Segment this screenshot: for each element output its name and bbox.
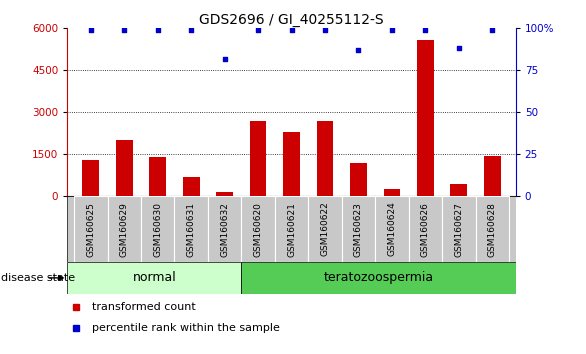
Text: transformed count: transformed count — [92, 302, 196, 312]
Bar — [475, 196, 509, 262]
Bar — [141, 196, 175, 262]
Point — [253, 27, 263, 33]
Point — [287, 27, 297, 33]
Bar — [308, 196, 342, 262]
Text: GSM160632: GSM160632 — [220, 202, 229, 257]
Bar — [83, 160, 99, 196]
Text: GSM160622: GSM160622 — [321, 202, 329, 256]
Bar — [275, 196, 308, 262]
Bar — [375, 196, 408, 262]
Point — [488, 27, 497, 33]
Text: GSM160620: GSM160620 — [254, 202, 263, 257]
Point — [86, 27, 96, 33]
Bar — [283, 132, 300, 196]
Title: GDS2696 / GI_40255112-S: GDS2696 / GI_40255112-S — [199, 13, 384, 27]
Bar — [383, 189, 400, 196]
Text: GSM160627: GSM160627 — [454, 202, 464, 257]
Bar — [67, 262, 241, 294]
Point — [153, 27, 162, 33]
Bar — [342, 196, 375, 262]
Bar — [417, 40, 434, 196]
Text: percentile rank within the sample: percentile rank within the sample — [92, 323, 280, 333]
Bar — [250, 121, 267, 196]
Point — [454, 46, 464, 51]
Point — [421, 27, 430, 33]
Bar — [316, 121, 333, 196]
Text: GSM160630: GSM160630 — [153, 202, 162, 257]
Text: normal: normal — [132, 272, 176, 284]
Text: GSM160623: GSM160623 — [354, 202, 363, 257]
Bar — [74, 196, 108, 262]
Text: GSM160631: GSM160631 — [187, 202, 196, 257]
Bar — [216, 192, 233, 196]
Text: GSM160626: GSM160626 — [421, 202, 430, 257]
Point — [354, 47, 363, 53]
Text: disease state: disease state — [1, 273, 74, 283]
Text: GSM160624: GSM160624 — [387, 202, 396, 256]
Bar — [350, 163, 367, 196]
Text: GSM160628: GSM160628 — [488, 202, 497, 257]
Bar — [183, 177, 200, 196]
Bar — [241, 262, 516, 294]
Bar — [241, 196, 275, 262]
Text: GSM160621: GSM160621 — [287, 202, 296, 257]
Bar — [408, 196, 442, 262]
Bar — [116, 141, 132, 196]
Bar — [175, 196, 208, 262]
Point — [186, 27, 196, 33]
Bar — [442, 196, 475, 262]
Point — [321, 27, 330, 33]
Bar — [208, 196, 241, 262]
Point — [387, 27, 397, 33]
Bar — [149, 157, 166, 196]
Bar — [484, 156, 500, 196]
Text: GSM160629: GSM160629 — [120, 202, 129, 257]
Point — [120, 27, 129, 33]
Text: GSM160625: GSM160625 — [86, 202, 96, 257]
Text: teratozoospermia: teratozoospermia — [323, 272, 434, 284]
Bar — [108, 196, 141, 262]
Point — [220, 56, 229, 62]
Bar — [451, 184, 467, 196]
